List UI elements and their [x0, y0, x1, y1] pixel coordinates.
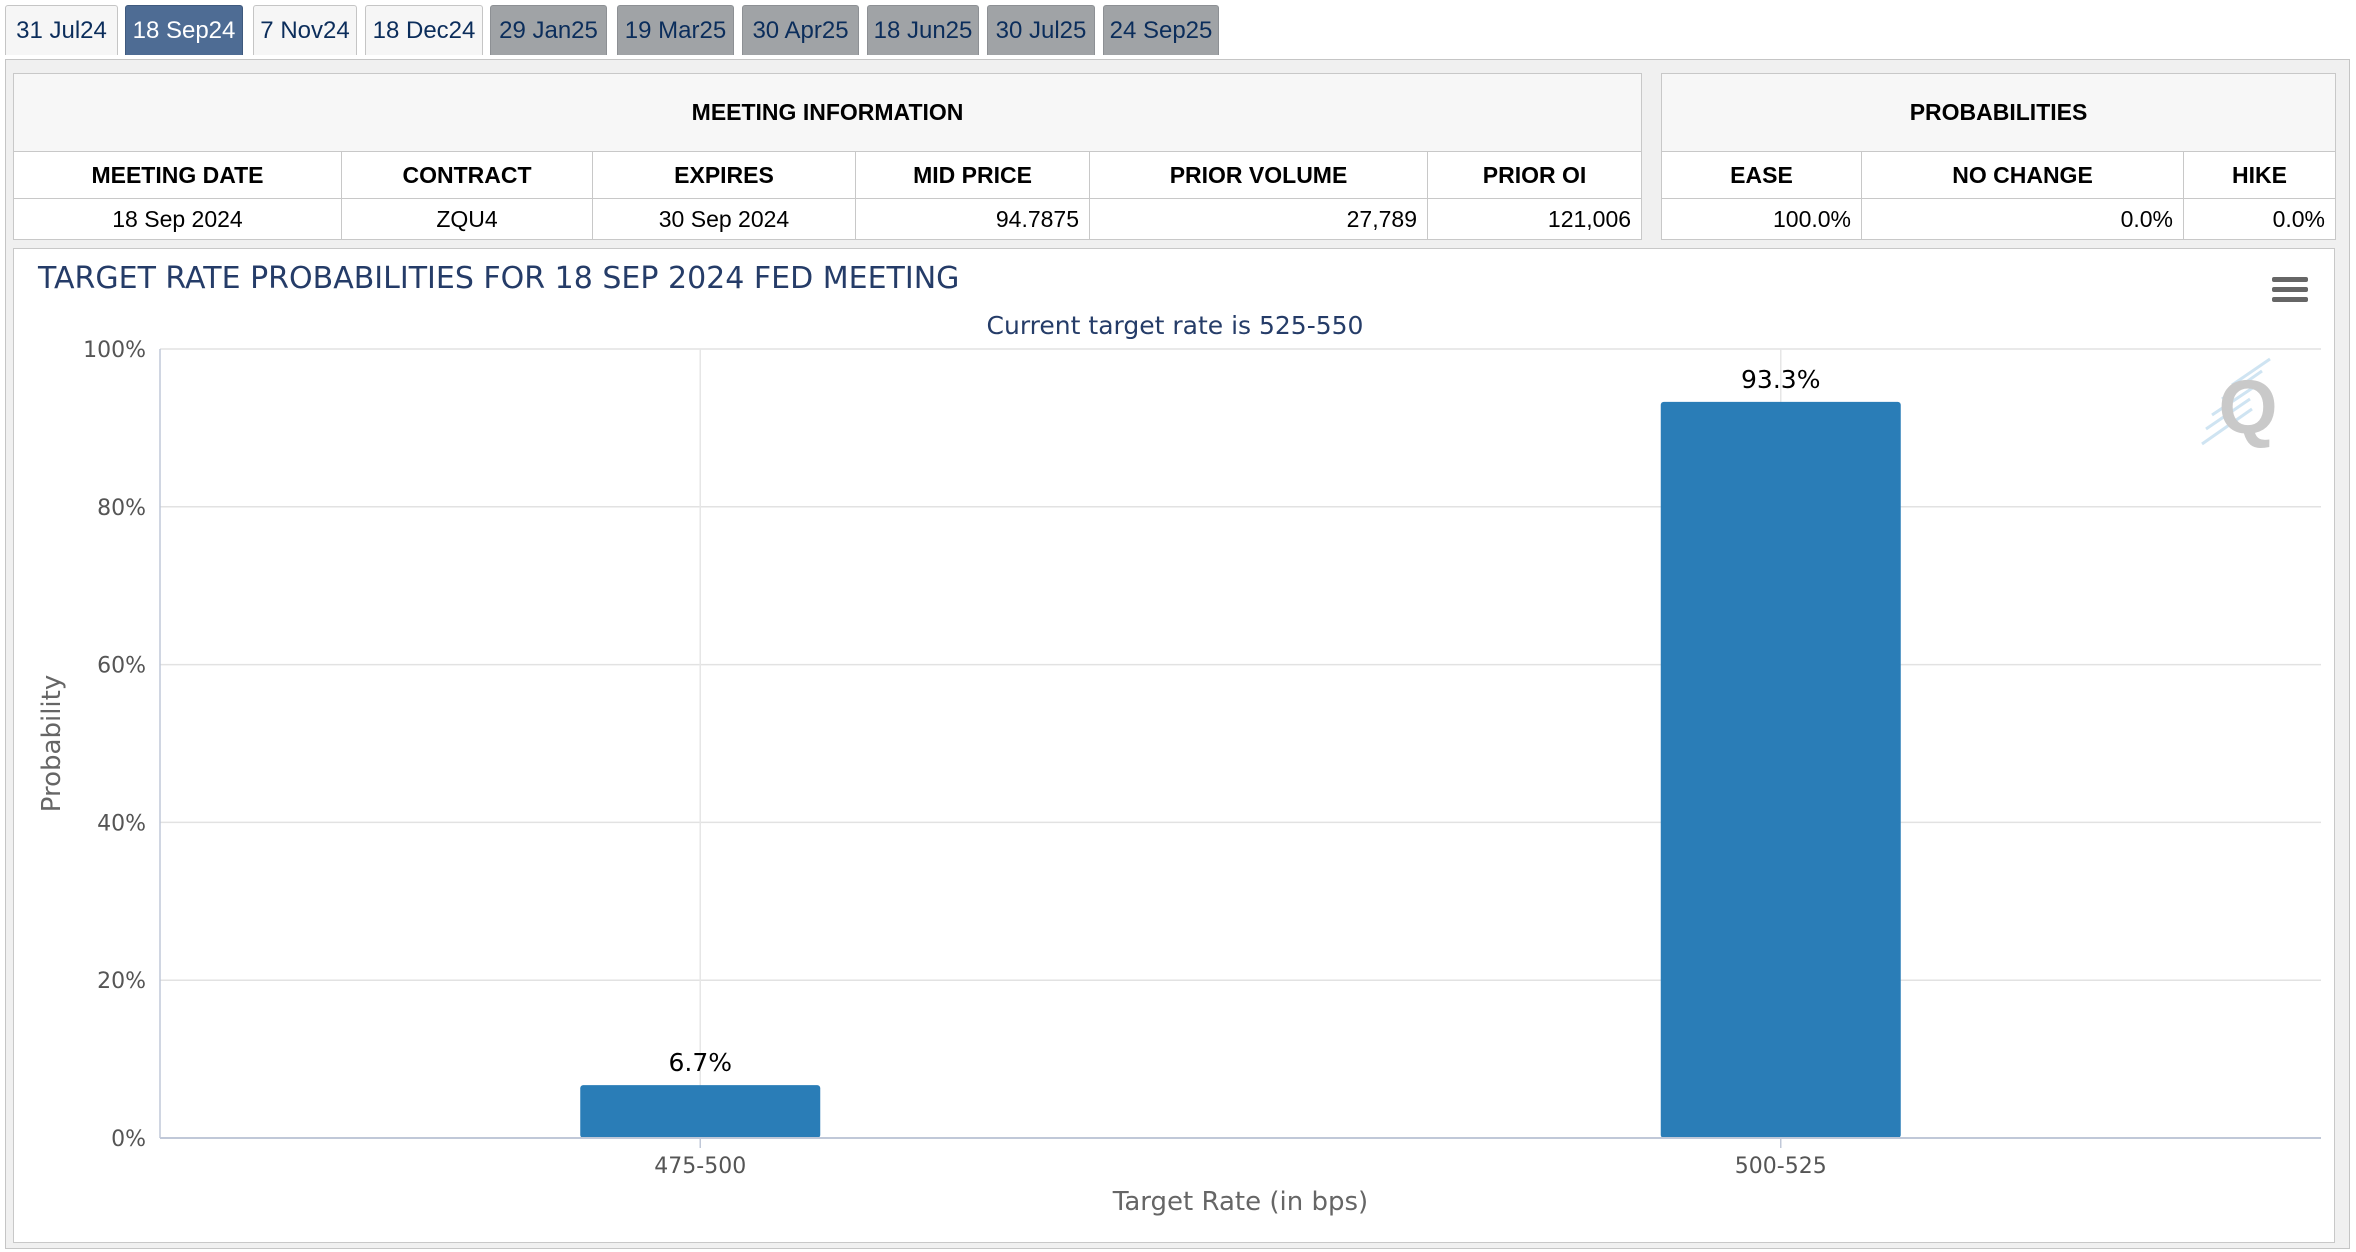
- chart-title: TARGET RATE PROBABILITIES FOR 18 SEP 202…: [38, 261, 960, 296]
- prior-volume-value: 27,789: [1089, 198, 1428, 240]
- tab-18-dec24[interactable]: 18 Dec24: [365, 5, 483, 55]
- chart-plot: 0% 20% 40% 60% 80% 100% 6.7% 475-500 93.3% 500-52…: [37, 338, 2321, 1217]
- q-watermark-icon: Q: [2201, 357, 2278, 450]
- no-change-value: 0.0%: [1861, 198, 2184, 240]
- tab-7-nov24[interactable]: 7 Nov24: [253, 5, 357, 55]
- column-header-prior-oi: PRIOR OI: [1426, 151, 1643, 199]
- data-label: 6.7%: [668, 1048, 732, 1077]
- tab-24-sep25[interactable]: 24 Sep25: [1103, 5, 1219, 55]
- y-tick-label: 80%: [97, 496, 146, 521]
- probabilities-header: PROBABILITIES: [1660, 73, 2337, 152]
- tab-18-jun25[interactable]: 18 Jun25: [867, 5, 979, 55]
- column-header-meeting-date: MEETING DATE: [13, 151, 342, 199]
- svg-text:Q: Q: [2218, 365, 2277, 450]
- hamburger-menu-icon[interactable]: [2272, 277, 2308, 307]
- y-tick-label: 40%: [97, 811, 146, 836]
- contract-value: ZQU4: [341, 198, 593, 240]
- data-label: 93.3%: [1741, 365, 1820, 394]
- tab-30-apr25[interactable]: 30 Apr25: [742, 5, 859, 55]
- tab-19-mar25[interactable]: 19 Mar25: [617, 5, 734, 55]
- expires-value: 30 Sep 2024: [592, 198, 856, 240]
- meeting-date-value: 18 Sep 2024: [13, 198, 342, 240]
- tab-30-jul25[interactable]: 30 Jul25: [987, 5, 1095, 55]
- x-axis-title: Target Rate (in bps): [1112, 1187, 1368, 1217]
- y-tick-label: 0%: [111, 1127, 146, 1152]
- target-rate-chart: 0% 20% 40% 60% 80% 100% 6.7% 475-500 93.3% 500-52…: [13, 248, 2335, 1243]
- y-tick-label: 100%: [83, 338, 146, 363]
- bar-500-525: [1660, 401, 1901, 1138]
- x-tick-label: 475-500: [654, 1154, 746, 1179]
- meeting-date-tabs: 31 Jul24 18 Sep24 7 Nov24 18 Dec24 29 Ja…: [0, 0, 2356, 60]
- probabilities-table: PROBABILITIES EASE NO CHANGE HIKE 100.0%…: [1660, 73, 2337, 240]
- tab-18-sep24[interactable]: 18 Sep24: [125, 5, 243, 55]
- meeting-information-table: MEETING INFORMATION MEETING DATE CONTRAC…: [12, 73, 1643, 240]
- column-header-prior-volume: PRIOR VOLUME: [1089, 151, 1428, 199]
- column-header-hike: HIKE: [2182, 151, 2337, 199]
- column-header-expires: EXPIRES: [592, 151, 856, 199]
- ease-value: 100.0%: [1661, 198, 1862, 240]
- column-header-ease: EASE: [1661, 151, 1862, 199]
- prior-oi-value: 121,006: [1426, 198, 1643, 240]
- tab-31-jul24[interactable]: 31 Jul24: [5, 5, 118, 55]
- chart-subtitle: Current target rate is 525-550: [986, 311, 1364, 340]
- y-axis-title: Probability: [37, 675, 67, 812]
- column-header-no-change: NO CHANGE: [1861, 151, 2184, 199]
- tab-29-jan25[interactable]: 29 Jan25: [490, 5, 607, 55]
- y-tick-label: 20%: [97, 969, 146, 994]
- hike-value: 0.0%: [2182, 198, 2337, 240]
- x-tick-label: 500-525: [1735, 1154, 1827, 1179]
- meeting-information-header: MEETING INFORMATION: [12, 73, 1643, 152]
- bar-475-500: [580, 1085, 821, 1138]
- column-header-contract: CONTRACT: [341, 151, 593, 199]
- mid-price-value: 94.7875: [855, 198, 1090, 240]
- y-tick-label: 60%: [97, 654, 146, 679]
- column-header-mid-price: MID PRICE: [855, 151, 1090, 199]
